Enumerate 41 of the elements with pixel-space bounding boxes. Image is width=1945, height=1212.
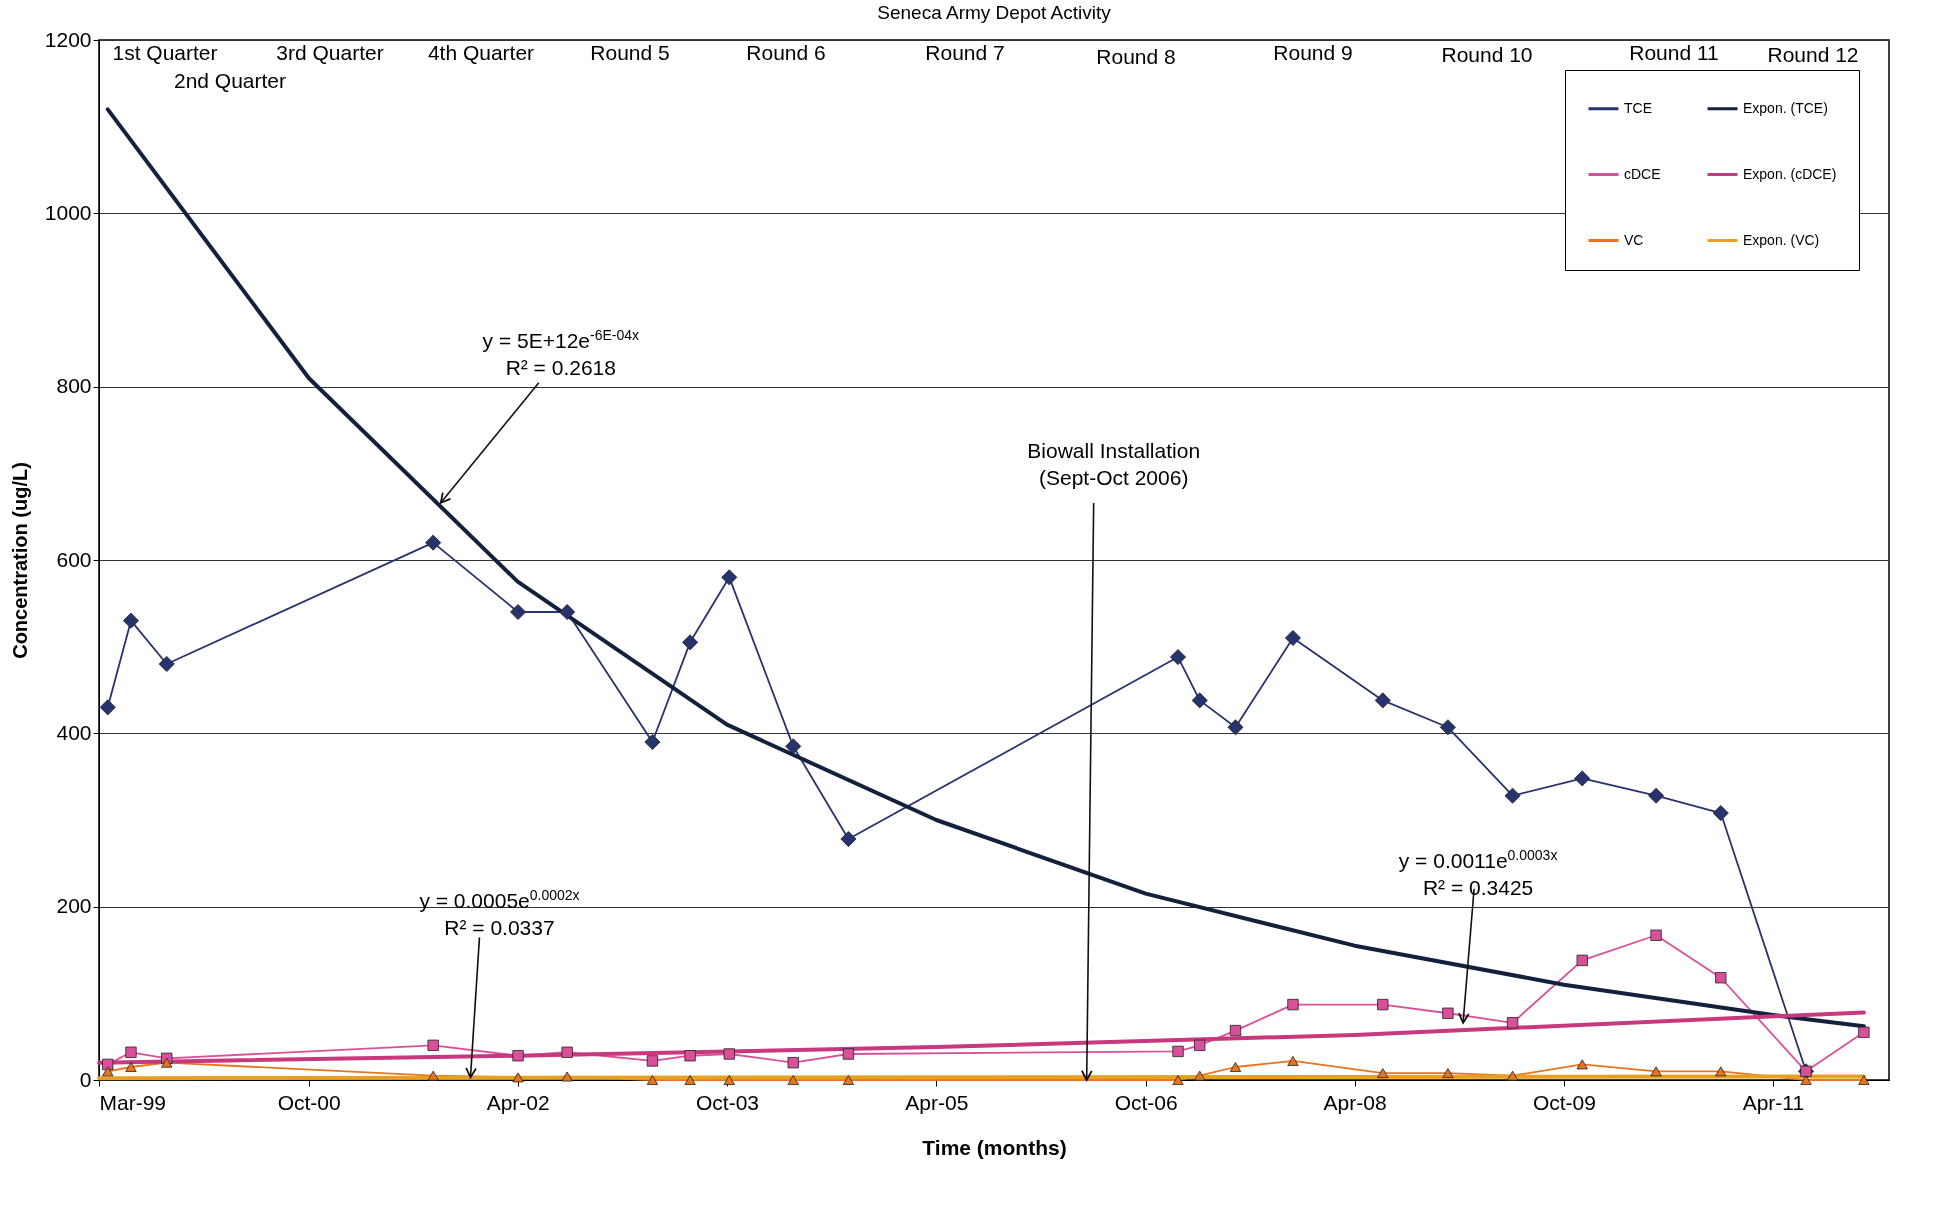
legend-label: Expon. (TCE) xyxy=(1743,99,1828,116)
annotation: Round 7 xyxy=(925,41,1005,64)
legend-label: VC xyxy=(1624,231,1644,248)
legend-label: TCE xyxy=(1624,99,1652,116)
x-tick-label: Apr-11 xyxy=(1742,1090,1805,1114)
annotation: y = 0.0011e$^{0.0003x}$ R² = 0.3425 xyxy=(1398,846,1558,899)
annotation: 1st Quarter xyxy=(112,41,218,64)
legend-label: Expon. (cDCE) xyxy=(1743,165,1837,182)
annotation: 2nd Quarter xyxy=(173,69,287,92)
legend-label: Expon. (VC) xyxy=(1743,231,1820,248)
annotation: Round 9 xyxy=(1273,41,1353,64)
annotation: 4th Quarter xyxy=(427,41,535,64)
x-tick-label: Mar-99 xyxy=(99,1090,167,1114)
annotation: Round 11 xyxy=(1629,41,1719,64)
chart-title: Seneca Army Depot Activity xyxy=(877,2,1112,23)
y-tick-label: 200 xyxy=(56,894,92,918)
annotation: Round 5 xyxy=(590,41,670,64)
x-axis-title: Time (months) xyxy=(922,1135,1067,1159)
x-tick-label: Oct-03 xyxy=(695,1090,760,1114)
x-tick-label: Oct-09 xyxy=(1532,1090,1596,1114)
x-tick-label: Apr-02 xyxy=(486,1090,550,1114)
y-tick-label: 1200 xyxy=(44,27,92,51)
x-tick-label: Apr-08 xyxy=(1323,1090,1387,1114)
annotation: Round 6 xyxy=(746,41,826,64)
annotation: Round 8 xyxy=(1096,45,1176,68)
annotation: Biowall Installation (Sept-Oct 2006) xyxy=(1027,439,1201,489)
y-tick-label: 400 xyxy=(56,720,92,744)
annotation: y = 5E+12e$^{-6E-04x}$ R² = 0.2618 xyxy=(482,326,640,379)
y-tick-label: 0 xyxy=(79,1067,92,1091)
y-tick-label: 1000 xyxy=(44,200,92,224)
y-axis-title: Concentration (ug/L) xyxy=(8,462,31,659)
x-tick-label: Oct-06 xyxy=(1114,1090,1178,1114)
y-tick-label: 600 xyxy=(56,547,92,571)
y-tick-label: 800 xyxy=(56,374,92,398)
annotation: y = 0.0005e$^{0.0002x}$ R² = 0.0337 xyxy=(419,887,580,940)
x-tick-label: Apr-05 xyxy=(905,1090,969,1114)
annotation: Round 12 xyxy=(1767,43,1859,66)
x-tick-label: Oct-00 xyxy=(277,1090,341,1114)
annotation: Round 10 xyxy=(1441,43,1533,66)
legend-label: cDCE xyxy=(1624,165,1661,182)
annotation: 3rd Quarter xyxy=(276,41,384,64)
